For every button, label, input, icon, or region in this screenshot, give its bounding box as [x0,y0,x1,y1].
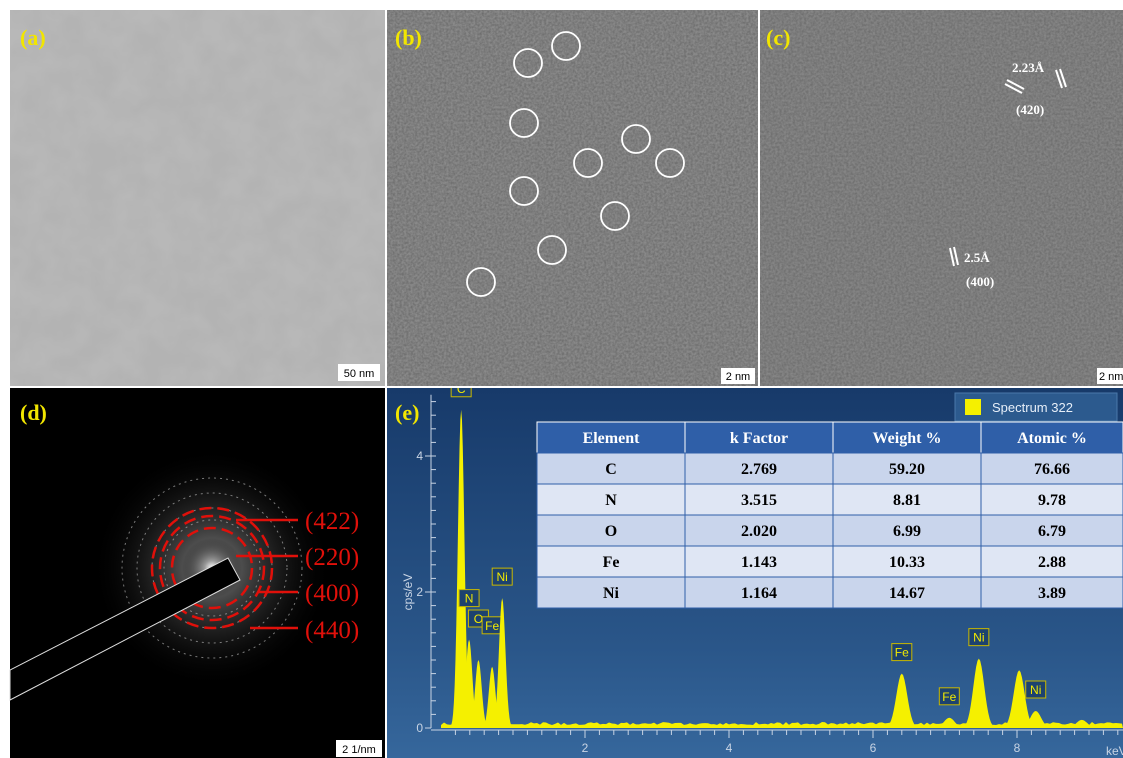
peak-label: Fe [942,690,956,704]
panel-label: (a) [20,25,46,50]
table-value: 2.88 [1038,554,1066,571]
table: Element k Factor Weight % Atomic % C 2.769 59.… [537,422,1123,608]
table-value: 9.78 [1038,492,1066,509]
table-header: Element [583,430,641,447]
scale-bar-label: 50 nm [344,368,375,380]
table-value: Ni [603,585,620,602]
annotation: (220) [305,544,359,571]
peak-label: Fe [485,619,499,633]
panel-d: (422) (220) (400) (440) 2 1/nm (d) [10,388,385,758]
table-value: 2.020 [741,523,777,540]
x-tick-label: 6 [870,741,877,755]
panel-label: (e) [395,400,419,425]
table-value: 6.79 [1038,523,1066,540]
panel-label: (b) [395,25,422,50]
panel-b: 2 nm (b) [387,10,758,386]
table-value: N [605,492,617,509]
annotation: (400) [305,580,359,607]
peak-label: Ni [973,631,984,645]
panel-label: (c) [766,25,790,50]
annotation: 2.23Å [1012,60,1045,75]
peak-label: Fe [895,646,909,660]
panel-c: 2.23Å (420) 2.5Å (400) 2 nm (c) [760,10,1123,386]
table-value: 6.99 [893,523,921,540]
peak-label: Ni [497,570,508,584]
table-value: 3.89 [1038,585,1066,602]
y-tick-label: 4 [416,449,423,463]
y-tick-label: 2 [416,585,423,599]
panel-label: (d) [20,400,47,425]
x-axis-label: keV [1106,744,1123,758]
table-value: 2.769 [741,461,777,478]
table-header: k Factor [730,430,788,447]
legend-label: Spectrum 322 [992,400,1073,415]
scale-bar-label: 2 nm [1099,371,1123,383]
annotation: (420) [1016,102,1044,117]
legend-swatch [965,399,981,415]
annotation: (440) [305,617,359,644]
annotation: (400) [966,274,994,289]
y-axis-label: cps/eV [401,574,415,611]
table-value: 3.515 [741,492,777,509]
table-value: 1.143 [741,554,777,571]
table-value: 8.81 [893,492,921,509]
table-value: O [605,523,617,540]
peak-label: Ni [1030,683,1041,697]
scale-bar-label: 2 1/nm [342,744,376,756]
table-header: Atomic % [1017,430,1087,447]
table-value: Fe [603,554,620,571]
table-value: 76.66 [1034,461,1070,478]
table-value: 59.20 [889,461,925,478]
table-header: Weight % [873,430,942,447]
panel-e: (e) Spectrum 322 cps/eV keV 0242 4 6 8CNO Fe… [387,380,1123,758]
x-tick-label: 4 [726,741,733,755]
panel-a: 50 nm (a) [10,10,385,386]
x-tick-label: 8 [1014,741,1021,755]
table-value: 14.67 [889,585,925,602]
annotation: (422) [305,508,359,535]
annotation: 2.5Å [964,250,990,265]
peak-label: N [465,592,474,606]
table-value: C [605,461,617,478]
scale-bar-label: 2 nm [726,371,750,383]
y-tick-label: 0 [416,721,423,735]
table-value: 1.164 [741,585,777,602]
table-value: 10.33 [889,554,925,571]
x-tick-label: 2 [582,741,589,755]
